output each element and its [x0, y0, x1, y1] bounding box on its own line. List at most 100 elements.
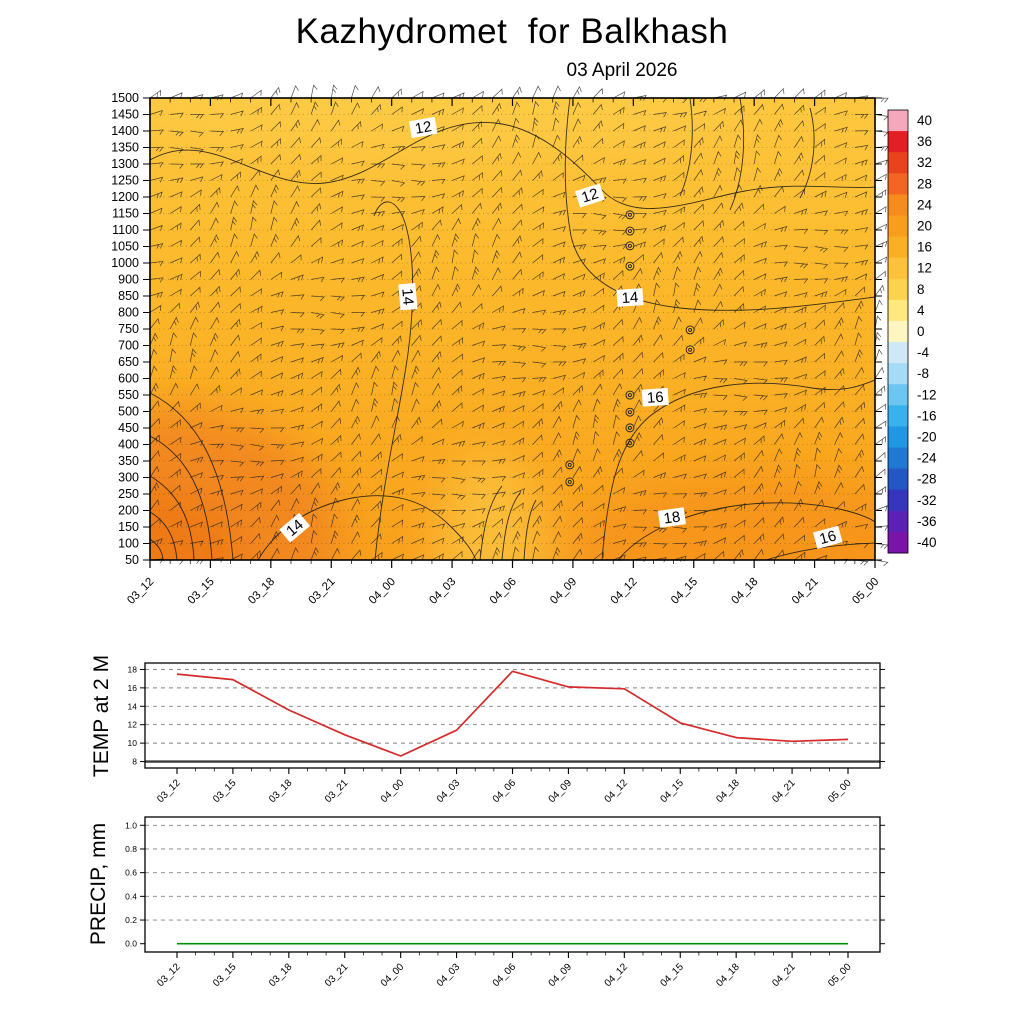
- time-tick-label: 04_06: [491, 961, 519, 989]
- contour-label-group: 14: [616, 288, 644, 307]
- y-tick-label: 18: [128, 664, 138, 674]
- x-tick-label-group: 03_12: [125, 576, 156, 607]
- x-tick-label-group: 04_06: [488, 576, 519, 607]
- colorbar-cell: [888, 342, 908, 364]
- pressure-level-label: 1450: [111, 108, 139, 122]
- pressure-level-label: 400: [118, 438, 139, 452]
- x-tick-label-group: 04_09: [547, 777, 575, 805]
- page-title: Kazhydromet for Balkhash: [295, 12, 729, 51]
- pressure-level-label: 1050: [111, 240, 139, 254]
- colorbar-cell: [888, 531, 908, 554]
- colorbar-tick-label: 24: [917, 197, 933, 212]
- calm-wind-marker: [625, 226, 635, 236]
- calm-wind-marker-inner: [628, 410, 632, 415]
- contour-label-chip: [279, 512, 311, 543]
- pressure-level-label: 550: [118, 388, 139, 402]
- contour-label: 18: [663, 508, 682, 527]
- pressure-level-label: 50: [125, 553, 139, 567]
- calm-wind-marker-inner: [688, 347, 693, 352]
- pressure-level-label: 800: [118, 306, 139, 320]
- colorbar-tick-label: -28: [917, 472, 937, 487]
- calm-wind-marker-inner: [628, 243, 632, 248]
- contour-label: 12: [414, 118, 433, 138]
- x-tick-label-group: 03_12: [155, 961, 183, 989]
- x-tick-label-group: 05_00: [826, 777, 854, 805]
- x-tick-label-group: 03_21: [307, 576, 338, 607]
- x-tick-label-group: 04_09: [547, 961, 575, 989]
- ellipse-shape: [570, 473, 875, 560]
- x-tick-label-group: 04_18: [729, 576, 760, 607]
- colorbar-cell: [888, 363, 908, 385]
- contour-line: [150, 392, 234, 560]
- pressure-level-label: 750: [118, 322, 139, 336]
- colorbar-tick-label: 28: [917, 176, 932, 191]
- calm-wind-marker-inner: [567, 479, 572, 484]
- colorbar-tick-label: 16: [917, 240, 932, 255]
- calm-wind-marker: [625, 210, 635, 220]
- x-tick-label-group: 05_00: [850, 576, 881, 607]
- time-tick-label: 04_21: [770, 777, 798, 805]
- time-tick-label: 05_00: [826, 961, 854, 989]
- contour-line: [799, 107, 815, 199]
- time-tick-label: 03_18: [246, 576, 277, 607]
- colorbar-cell: [888, 320, 908, 343]
- pressure-level-label: 1150: [112, 207, 139, 221]
- y-tick-label: 8: [132, 757, 137, 767]
- pressure-level-label: 500: [118, 405, 139, 419]
- colorbar-cell: [888, 236, 908, 259]
- x-tick-label-group: 04_15: [669, 576, 700, 607]
- colorbar-tick-label: 40: [917, 113, 932, 128]
- temperature-contours: [150, 98, 875, 560]
- time-tick-label: 04_15: [658, 961, 686, 989]
- temp-chart: 8 10 12 14 16 18 03_12 03_15 03_18 03_21 04_00 04_0…: [128, 662, 885, 805]
- time-tick-label: 03_21: [323, 961, 351, 989]
- pressure-level-label: 1400: [111, 124, 139, 138]
- contour-line: [373, 201, 414, 560]
- pressure-level-label: 600: [118, 372, 139, 386]
- contour-label-group: 16: [813, 525, 843, 549]
- x-tick-label-group: 03_15: [211, 961, 239, 989]
- time-tick-label: 04_00: [367, 576, 398, 607]
- calm-wind-marker-inner: [567, 462, 572, 467]
- x-tick-label-group: 04_06: [491, 777, 519, 805]
- time-tick-label: 04_18: [714, 777, 742, 805]
- pressure-level-label: 1250: [111, 174, 139, 188]
- time-tick-label: 04_18: [714, 961, 742, 989]
- contour-label: 16: [818, 527, 839, 548]
- temp-line: [176, 670, 849, 757]
- colorbar-tick-label: 8: [917, 282, 925, 297]
- pressure-level-label: 900: [118, 273, 139, 287]
- y-tick-label: 14: [128, 701, 138, 711]
- colorbar-tick-label: -12: [917, 387, 937, 402]
- x-tick-label-group: 03_15: [211, 777, 239, 805]
- colorbar-tick-label: -32: [917, 493, 937, 508]
- time-tick-label: 04_03: [435, 961, 463, 989]
- pressure-level-label: 700: [118, 339, 139, 353]
- time-tick-label: 03_18: [267, 961, 295, 989]
- x-tick-label-group: 04_09: [548, 576, 579, 607]
- calm-wind-marker: [565, 477, 575, 487]
- time-tick-label: 03_15: [211, 777, 239, 805]
- pressure-level-label: 300: [118, 471, 139, 485]
- pressure-level-label: 450: [118, 421, 139, 435]
- colorbar-cell: [888, 426, 908, 449]
- y-tick-label: 10: [128, 738, 138, 748]
- x-tick-label-group: 04_03: [427, 576, 458, 607]
- colorbar-cell: [888, 510, 908, 533]
- x-tick-label-group: 03_15: [186, 576, 217, 607]
- colorbar-cell: [888, 215, 908, 238]
- pressure-level-label: 1200: [111, 190, 139, 204]
- pressure-level-label: 250: [118, 487, 139, 501]
- pressure-level-label: 100: [118, 537, 139, 551]
- colorbar: 4036322824201612840-4-8-12-16-20-24-28-3…: [887, 109, 937, 554]
- colorbar-cell: [888, 405, 908, 427]
- contour-line: [679, 98, 693, 197]
- x-tick-label-group: 03_18: [267, 961, 295, 989]
- calm-wind-marker: [565, 460, 575, 470]
- time-tick-label: 03_21: [323, 777, 351, 805]
- pressure-level-label: 850: [118, 289, 139, 303]
- calm-wind-marker: [625, 261, 635, 271]
- colorbar-tick-label: 20: [917, 219, 932, 234]
- plot-border: [144, 816, 881, 953]
- colorbar-cell: [888, 194, 908, 216]
